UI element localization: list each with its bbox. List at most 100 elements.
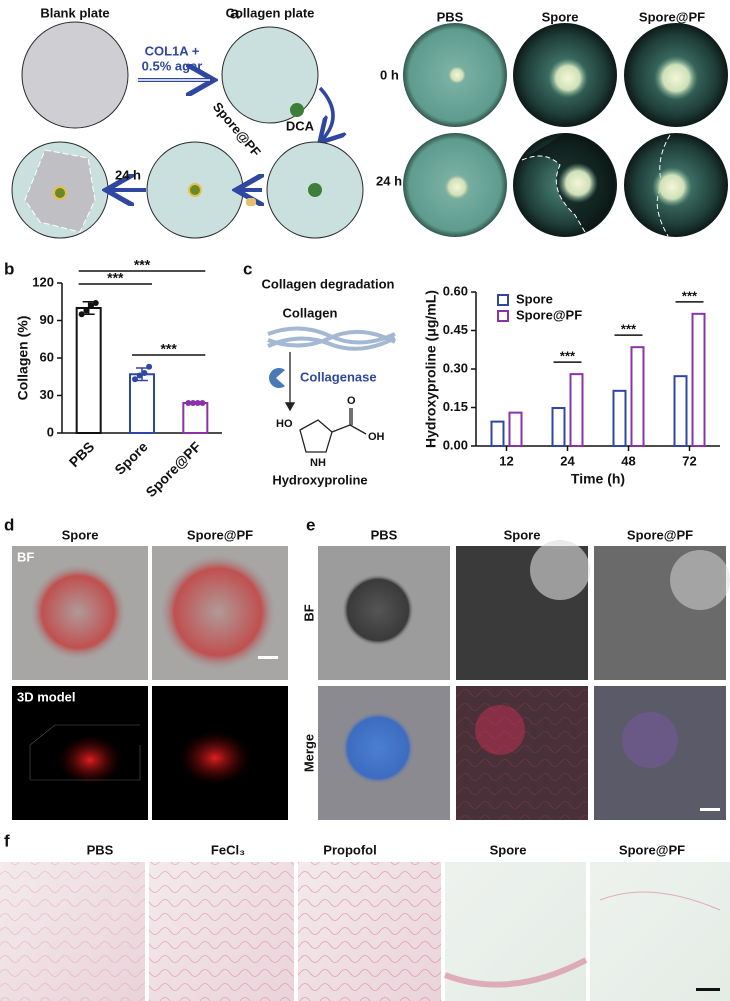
- data-point: [83, 307, 90, 314]
- atom: O: [347, 395, 356, 407]
- spot: [548, 58, 588, 98]
- bar: [673, 375, 688, 448]
- texture: [456, 686, 588, 820]
- dca-dot: [290, 103, 304, 117]
- bar: [569, 373, 584, 447]
- fibers: [599, 891, 721, 911]
- label: Hydroxyproline: [272, 472, 367, 487]
- label: Blank plate: [40, 5, 109, 20]
- haze: [670, 550, 730, 610]
- row-label: BF: [301, 604, 316, 621]
- data-point: [136, 372, 143, 379]
- column-label: Spore@PF: [187, 527, 253, 542]
- spot: [654, 56, 698, 100]
- x-tick-label: 24: [560, 453, 575, 468]
- y-tick-label: 0.45: [443, 322, 468, 337]
- bar: [182, 402, 209, 434]
- scale-bar: [696, 988, 720, 991]
- scale-bar: [258, 656, 278, 659]
- data-point: [132, 376, 138, 383]
- image-label: 3D model: [17, 689, 76, 704]
- data-point: [194, 400, 201, 406]
- fibers: [149, 862, 294, 1001]
- y-tick-label: 120: [32, 274, 54, 289]
- x-tick-label: 48: [621, 453, 635, 468]
- dot: [188, 183, 202, 197]
- x-axis-label: Time (h): [571, 471, 625, 487]
- data-point: [88, 302, 95, 309]
- data-point: [78, 311, 85, 318]
- model: [179, 731, 251, 785]
- boundary: [521, 155, 586, 233]
- significance-label: ***: [560, 349, 576, 364]
- column-label: Spore@PF: [639, 9, 705, 24]
- panel-label: c: [243, 259, 252, 278]
- row-label: 0 h: [380, 67, 399, 82]
- panel-label: f: [4, 831, 10, 850]
- row-label: Merge: [301, 734, 316, 772]
- data-point: [190, 400, 197, 406]
- data-point: [141, 370, 148, 376]
- bar: [508, 411, 523, 447]
- atom: HO: [276, 418, 293, 430]
- panel-label: d: [4, 515, 14, 534]
- legend-swatch: [497, 310, 509, 322]
- atom: NH: [310, 457, 326, 469]
- bar: [612, 389, 627, 448]
- y-tick-label: 0.15: [443, 399, 468, 414]
- label: COL1A +: [145, 43, 200, 58]
- label: Collagen plate: [226, 5, 315, 20]
- data-point: [185, 400, 192, 406]
- arrow: [320, 86, 333, 140]
- enzyme-icon: [269, 368, 285, 389]
- y-tick-label: 0.30: [443, 360, 468, 375]
- spheroid: [30, 564, 126, 660]
- y-tick-label: 90: [40, 312, 54, 327]
- column-label: Spore: [62, 527, 99, 542]
- x-tick-label: 12: [499, 453, 513, 468]
- spot: [652, 167, 692, 207]
- column-label: PBS: [437, 9, 464, 24]
- fibers: [298, 862, 441, 1001]
- panel-label: e: [306, 515, 315, 534]
- significance-label: ***: [682, 288, 698, 303]
- column-label: Spore@PF: [619, 842, 685, 857]
- legend-swatch: [497, 294, 509, 306]
- image-label: BF: [17, 549, 34, 564]
- significance-label: ***: [621, 322, 637, 337]
- plate: [221, 26, 319, 124]
- structure: [299, 408, 367, 453]
- bar: [630, 346, 645, 447]
- spot: [447, 65, 467, 85]
- x-tick-label: 72: [682, 453, 696, 468]
- haze: [530, 540, 590, 600]
- column-label: PBS: [371, 527, 398, 542]
- fibers: [443, 957, 588, 988]
- data-point: [92, 300, 99, 306]
- bar: [129, 373, 155, 434]
- y-tick-label: 0.00: [443, 437, 468, 452]
- model: [58, 735, 122, 785]
- signal: [475, 705, 525, 755]
- histology: [445, 862, 586, 1001]
- label: 0.5% agar: [142, 58, 203, 73]
- panel-label: a: [230, 3, 240, 22]
- column-label: FeCl₃: [211, 842, 245, 857]
- y-tick-label: 0: [47, 424, 54, 439]
- y-tick-label: 0.60: [443, 283, 468, 298]
- row-label: 24 h: [376, 173, 402, 188]
- label: Collagen: [283, 305, 338, 320]
- bar: [691, 312, 706, 448]
- spheroid: [342, 712, 414, 784]
- signal: [622, 712, 678, 768]
- y-axis-label: Collagen (%): [15, 316, 31, 401]
- column-label: Spore@PF: [627, 527, 693, 542]
- spheroid: [160, 554, 276, 670]
- dot: [308, 183, 322, 197]
- x-tick-label: Spore@PF: [142, 438, 204, 500]
- y-tick-label: 60: [40, 349, 54, 364]
- bar: [490, 420, 505, 448]
- bar: [75, 307, 102, 434]
- particle: [246, 198, 256, 206]
